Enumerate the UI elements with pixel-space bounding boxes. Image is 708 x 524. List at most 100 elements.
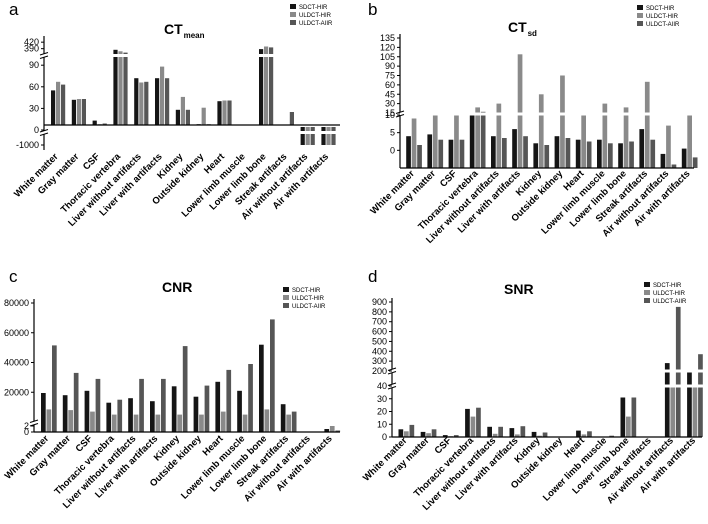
- y-tick-label: 40000: [4, 358, 29, 368]
- y-tick-label: 15: [385, 108, 395, 118]
- legend-swatch: [283, 295, 289, 300]
- bar: [454, 115, 459, 168]
- axis-break-band: [393, 384, 703, 388]
- bar: [182, 346, 188, 432]
- y-tick-label: 2: [24, 421, 29, 431]
- legend-swatch: [644, 282, 650, 287]
- panel-a: a CT mean SDCT-HIR ULDCT-HIR ULDCT-AIIR 420 39…: [0, 0, 354, 262]
- axis-break-gap: [396, 112, 404, 116]
- axis-break-band: [401, 112, 695, 116]
- bar: [542, 432, 548, 437]
- bar: [185, 109, 190, 125]
- bar: [222, 100, 227, 125]
- y-tick-label: 20: [377, 407, 387, 417]
- bar: [626, 416, 631, 437]
- bar: [199, 414, 204, 432]
- bar: [193, 396, 199, 432]
- axis-break-mark: [387, 386, 397, 390]
- bar: [335, 430, 341, 432]
- bar: [660, 153, 666, 168]
- bar: [586, 141, 592, 168]
- bar: [128, 398, 133, 432]
- bar: [62, 395, 68, 432]
- axis-break-mark: [387, 367, 397, 371]
- y-tick-label: 700: [372, 317, 387, 327]
- y-tick-label: 300: [372, 356, 387, 366]
- bar: [123, 52, 128, 125]
- bar: [201, 107, 206, 125]
- bar: [565, 138, 571, 168]
- y-tick-label: 30: [385, 99, 395, 109]
- bar: [438, 139, 444, 168]
- bar: [587, 431, 592, 437]
- bar: [264, 46, 269, 125]
- panel-c: c CNR SDCT-HIR ULDCT-HIR ULDCT-AIIR 80000 600…: [0, 262, 354, 524]
- bar: [71, 99, 76, 125]
- bar: [618, 143, 623, 168]
- legend-swatch: [290, 12, 296, 17]
- bar: [160, 66, 165, 125]
- bar: [161, 378, 166, 432]
- bar: [305, 127, 310, 145]
- y-tick-label: 90: [29, 60, 39, 70]
- axis-break-mark: [39, 52, 49, 56]
- chart-title-subscript: sd: [528, 29, 537, 38]
- y-tick-label: 30: [377, 394, 387, 404]
- bar: [480, 111, 486, 169]
- bar: [331, 127, 336, 145]
- axis-break-mark: [29, 419, 39, 423]
- bar: [41, 393, 46, 432]
- bar: [52, 345, 57, 432]
- y-tick-label: 0: [24, 427, 29, 437]
- bar: [220, 411, 226, 432]
- legend-label: ULDCT-HIR: [646, 14, 679, 20]
- legend-swatch: [644, 298, 650, 303]
- bar: [576, 430, 581, 437]
- bar: [227, 100, 232, 125]
- bar: [102, 123, 107, 125]
- y-tick-label: 120: [380, 42, 395, 52]
- bar: [520, 426, 526, 437]
- bar: [134, 78, 139, 125]
- bar: [106, 402, 112, 432]
- bar: [469, 115, 475, 168]
- bar: [155, 414, 161, 432]
- chart-title: CT: [508, 19, 527, 35]
- legend-label: ULDCT-HIR: [299, 13, 332, 19]
- axis-break-gap: [40, 130, 48, 135]
- bar: [81, 99, 86, 125]
- bar: [406, 136, 411, 168]
- legend-label: ULDCT-HIR: [653, 291, 686, 297]
- panel-letter: b: [368, 0, 378, 19]
- chart-cnr: CNR SDCT-HIR ULDCT-HIR ULDCT-AIIR 80000 60000…: [3, 279, 341, 511]
- bar: [644, 81, 650, 169]
- y-tick-label: 900: [372, 297, 387, 307]
- bar: [324, 429, 330, 432]
- legend-swatch: [290, 20, 296, 25]
- bar: [512, 129, 517, 168]
- y-tick-label: 200: [372, 366, 387, 376]
- y-tick-label: 390: [24, 44, 39, 54]
- bar: [687, 115, 692, 168]
- axis-break-gap: [40, 53, 48, 58]
- axis-break-mark: [387, 371, 397, 375]
- y-tick-label: 75: [385, 71, 395, 81]
- bar: [248, 364, 253, 432]
- bar: [165, 78, 170, 125]
- bar: [404, 431, 409, 437]
- legend-label: ULDCT-AIIR: [653, 299, 687, 305]
- legend-swatch: [283, 287, 289, 292]
- bar: [502, 138, 507, 168]
- bar: [144, 81, 149, 125]
- y-tick-label: 40: [377, 381, 387, 391]
- bar: [329, 426, 335, 432]
- bar: [409, 424, 415, 437]
- legend-label: ULDCT-HIR: [292, 296, 325, 302]
- y-tick-label: 45: [385, 89, 395, 99]
- bar: [150, 401, 155, 432]
- bar: [269, 47, 274, 125]
- y-tick-label: 10: [385, 110, 395, 120]
- y-tick-label: 400: [372, 346, 387, 356]
- bar: [517, 54, 523, 169]
- bar: [310, 127, 315, 145]
